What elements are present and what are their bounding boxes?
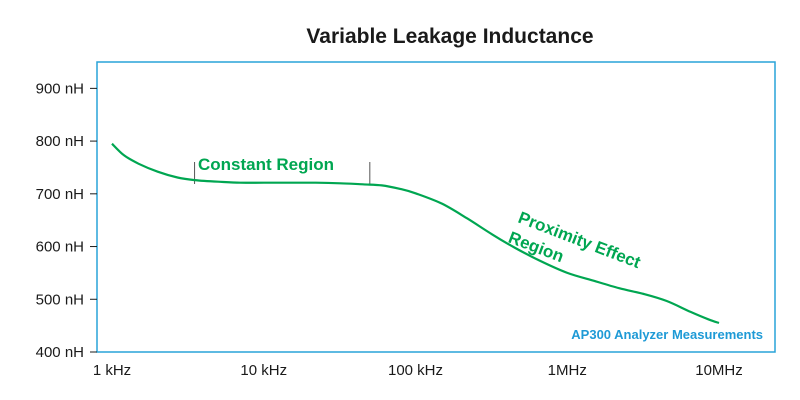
y-tick-label: 700 nH bbox=[36, 186, 84, 203]
plot-frame bbox=[96, 61, 776, 353]
annotation-proximity-effect: Proximity Effect Region bbox=[506, 208, 644, 272]
annotation-constant-region: Constant Region bbox=[198, 155, 334, 174]
x-tick-label: 1MHz bbox=[548, 362, 587, 379]
x-tick-label: 1 kHz bbox=[93, 362, 131, 379]
y-tick-label: 400 nH bbox=[36, 344, 84, 361]
x-tick-label: 10 kHz bbox=[240, 362, 287, 379]
y-tick-label: 600 nH bbox=[36, 239, 84, 256]
x-tick-label: 100 kHz bbox=[388, 362, 443, 379]
series-line-leakage-inductance bbox=[111, 142, 720, 325]
y-tick-label: 800 nH bbox=[36, 133, 84, 150]
y-axis: 400 nH 500 nH 600 nH 700 nH 800 nH 900 nH bbox=[36, 80, 97, 361]
y-tick-label: 500 nH bbox=[36, 291, 84, 308]
chart-title: Variable Leakage Inductance bbox=[306, 25, 593, 48]
x-axis: 1 kHz 10 kHz 100 kHz 1MHz 10MHz bbox=[93, 362, 743, 379]
measurement-note: AP300 Analyzer Measurements bbox=[571, 327, 763, 342]
x-tick-label: 10MHz bbox=[695, 362, 743, 379]
y-tick-label: 900 nH bbox=[36, 80, 84, 97]
